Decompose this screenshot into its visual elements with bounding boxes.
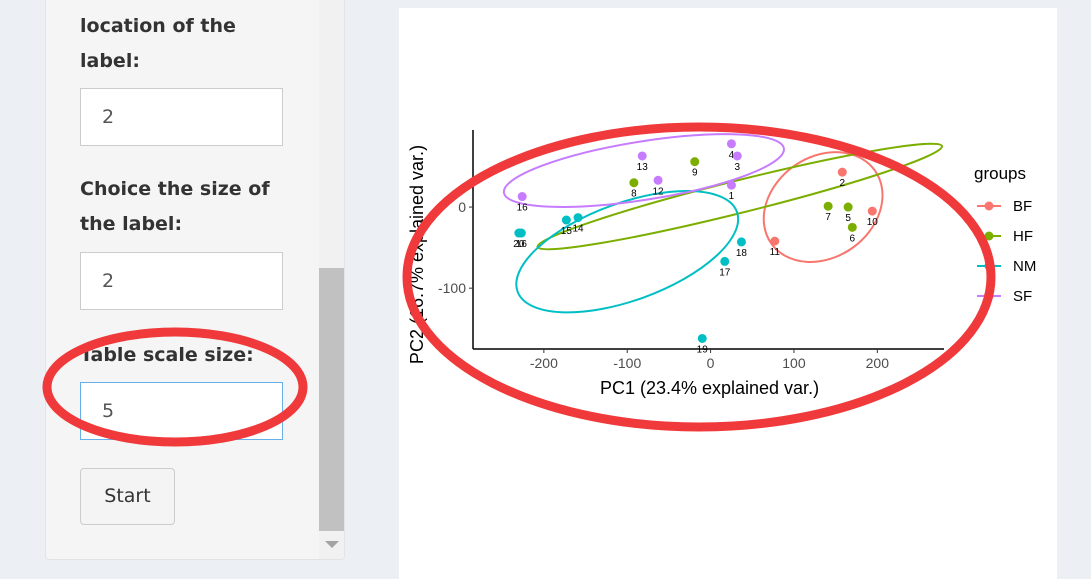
label-size-heading: Choice the size of the label: — [80, 178, 270, 235]
point-label: 1 — [729, 191, 735, 202]
pca-plot: -200 -100 0 100 200 0 -100 PC1 (23.4% explained… — [402, 122, 1036, 432]
data-point-nm — [561, 215, 571, 225]
data-point-bf — [867, 206, 877, 216]
data-point-nm — [573, 213, 583, 223]
ellipse-nm — [515, 189, 740, 314]
scroll-down-arrow-icon[interactable] — [325, 541, 339, 548]
annotation-circle-plot — [402, 122, 996, 432]
ellipse-sf — [502, 133, 785, 208]
data-point-bf — [770, 236, 780, 246]
point-label: 9 — [692, 168, 698, 179]
point-label: 17 — [719, 267, 731, 278]
annotation-circle-table-scale — [42, 327, 308, 447]
point-label: 19 — [697, 344, 709, 355]
data-point-nm — [514, 228, 524, 238]
legend-label-bf: BF — [1013, 198, 1032, 215]
point-label: 7 — [825, 212, 831, 223]
point-label: 5 — [845, 213, 851, 224]
data-point-nm — [720, 256, 730, 266]
legend-label-nm: NM — [1013, 258, 1036, 275]
data-point-sf — [637, 151, 647, 161]
x-tick-label: 200 — [866, 355, 890, 371]
data-point-hf — [629, 178, 639, 188]
data-point-hf — [690, 157, 700, 167]
point-label: 13 — [637, 162, 649, 173]
data-point-hf — [823, 201, 833, 211]
data-point-bf — [837, 167, 847, 177]
point-label: 15 — [561, 226, 573, 237]
x-tick-label: -200 — [530, 355, 558, 371]
table-scale-heading: Table scale size: — [80, 344, 254, 366]
legend-label-sf: SF — [1013, 288, 1032, 305]
point-label: 16 — [517, 203, 529, 214]
y-tick-label: 0 — [458, 199, 466, 215]
data-point-sf — [732, 151, 742, 161]
point-label: 3 — [734, 162, 740, 173]
point-label: 12 — [653, 186, 665, 197]
sidebar-panel: location of the label: 2 Choice the size… — [45, 0, 345, 560]
start-button[interactable]: Start — [80, 468, 175, 525]
data-point-sf — [726, 180, 736, 190]
x-axis-title: PC1 (23.4% explained var.) — [600, 378, 819, 398]
point-label: 10 — [867, 217, 879, 228]
legend-title: groups — [974, 164, 1026, 183]
y-tick-label: -100 — [438, 280, 466, 296]
point-label: 6 — [850, 233, 856, 244]
data-point-sf — [517, 192, 527, 202]
data-point-hf — [847, 222, 857, 232]
data-point-sf — [653, 175, 663, 185]
point-label: 20 — [513, 239, 525, 250]
label-size-input[interactable]: 2 — [80, 252, 283, 310]
label-location-heading: location of the label: — [80, 15, 236, 72]
sidebar-scrollbar-thumb[interactable] — [319, 268, 344, 531]
point-label: 11 — [770, 247, 781, 258]
data-point-hf — [843, 202, 853, 212]
data-point-sf — [726, 139, 736, 149]
x-tick-label: 100 — [782, 355, 806, 371]
point-label: 8 — [631, 189, 637, 200]
legend-label-hf: HF — [1013, 228, 1033, 245]
data-point-nm — [697, 333, 707, 343]
point-label: 2 — [840, 178, 846, 189]
x-tick-label: 0 — [707, 355, 715, 371]
legend-key-bf — [984, 201, 994, 211]
point-label: 18 — [736, 248, 748, 259]
legend-key-hf — [984, 231, 994, 241]
plot-panel: -200 -100 0 100 200 0 -100 PC1 (23.4% explained… — [399, 8, 1057, 579]
label-location-input[interactable]: 2 — [80, 88, 283, 146]
data-point-nm — [736, 237, 746, 247]
point-label: 14 — [572, 224, 584, 235]
x-tick-label: -100 — [613, 355, 641, 371]
point-label: 16 — [516, 239, 528, 250]
point-label: 4 — [729, 150, 735, 161]
